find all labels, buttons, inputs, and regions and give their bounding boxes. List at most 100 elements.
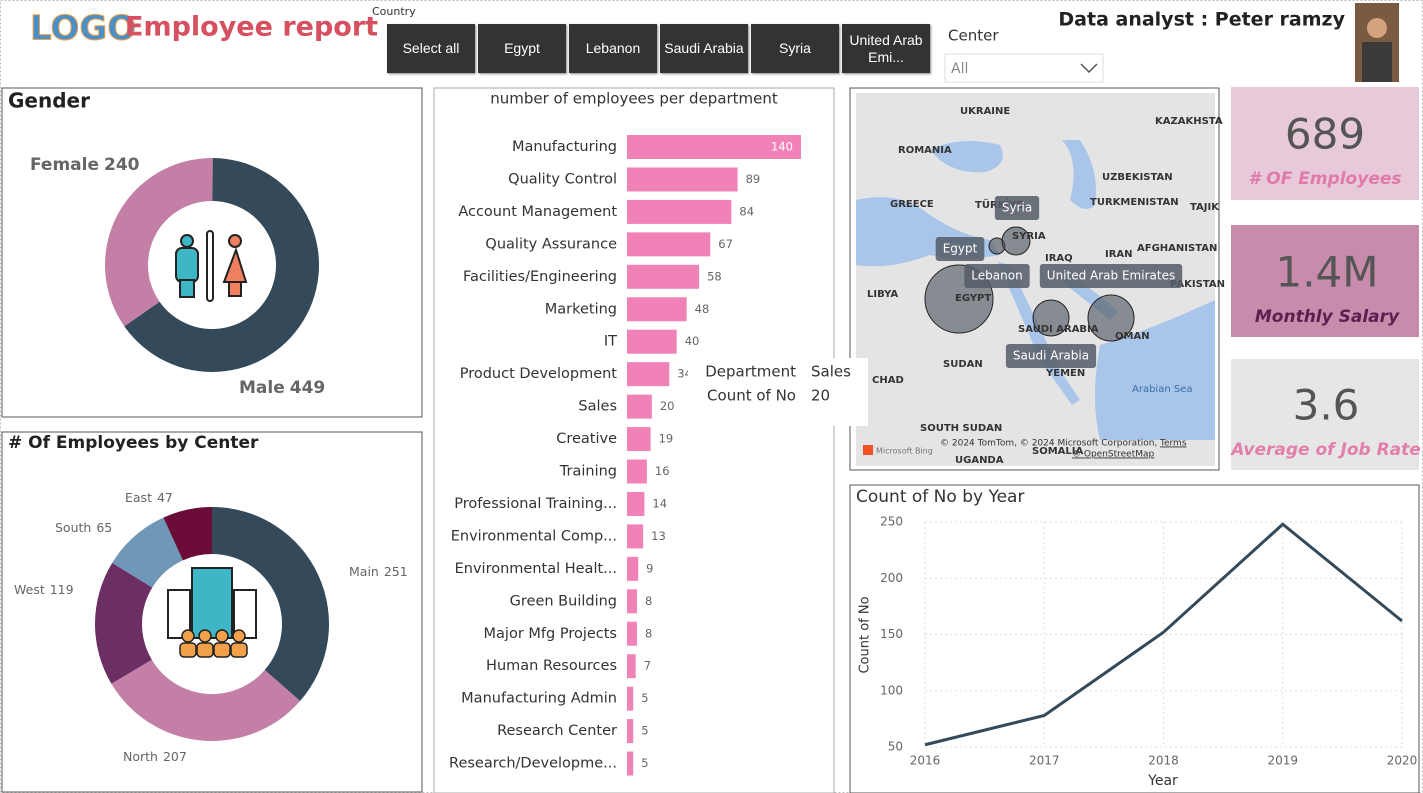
sea <box>1062 140 1096 209</box>
slice <box>95 562 153 684</box>
card-label: Monthly Salary <box>1255 307 1400 327</box>
slice-label: South 65 <box>55 520 112 535</box>
country-button[interactable]: Syria <box>751 24 839 73</box>
country-button[interactable]: Select all <box>387 24 475 73</box>
bing-logo <box>863 445 873 455</box>
slice <box>212 507 330 701</box>
slice-label: Male 449 <box>239 378 325 398</box>
value-label: 84 <box>739 204 754 218</box>
bubble-label: United Arab Emirates <box>1047 269 1175 283</box>
bubble-label-box <box>994 196 1040 220</box>
country-button[interactable]: Lebanon <box>569 24 657 73</box>
bar <box>627 654 636 679</box>
map-label: AFGHANISTAN <box>1137 243 1217 254</box>
category-label: Facilities/Engineering <box>463 269 617 285</box>
map-label: SOUTH SUDAN <box>920 423 1002 434</box>
bar <box>627 459 647 484</box>
bar <box>627 199 732 224</box>
map-terms: Terms <box>1159 439 1187 449</box>
slice-value: 251 <box>384 564 408 579</box>
bubble-label: Lebanon <box>971 269 1022 283</box>
bubble <box>1032 299 1070 337</box>
card-value: 689 <box>1285 110 1365 159</box>
y-tick-label: 50 <box>888 740 903 754</box>
bar <box>627 264 700 289</box>
category-label: Creative <box>556 431 617 447</box>
tooltip-box <box>688 358 868 426</box>
card <box>1231 359 1419 470</box>
country-button[interactable]: United Arab Emi... <box>842 24 930 73</box>
slice-value: 119 <box>50 582 74 597</box>
y-tick-label: 250 <box>880 515 903 529</box>
bar <box>627 135 801 159</box>
slice-category: East <box>125 490 152 505</box>
bar <box>627 297 687 322</box>
map-label: OMAN <box>1115 331 1150 342</box>
line-panel <box>849 484 1420 793</box>
icon <box>213 642 231 658</box>
panel-title: # Of Employees by Center <box>8 433 259 453</box>
bubble <box>1087 294 1135 342</box>
value-label: 5 <box>641 724 648 738</box>
icon <box>191 567 233 639</box>
panel-title: Gender <box>8 89 90 113</box>
bubble-label: Saudi Arabia <box>1013 349 1089 363</box>
center-label: Center <box>948 27 999 45</box>
center-dropdown[interactable] <box>944 53 1104 83</box>
slice-label: East 47 <box>125 490 173 505</box>
bar <box>627 167 738 192</box>
bar <box>627 329 677 354</box>
panel-title: number of employees per department <box>490 90 778 108</box>
category-label: Quality Control <box>508 171 617 187</box>
slice-value: 240 <box>104 155 140 175</box>
icon <box>179 642 197 658</box>
country-button[interactable]: Saudi Arabia <box>660 24 748 73</box>
icon <box>180 234 194 248</box>
bubble <box>1001 226 1031 256</box>
x-tick-label: 2016 <box>910 754 941 768</box>
category-label: Manufacturing <box>512 139 617 155</box>
value-label: 58 <box>707 269 722 283</box>
photo-face <box>1367 18 1387 38</box>
map: UKRAINE KAZAKHSTA ROMANIA UZBEKISTAN GREECE T… <box>856 93 1225 466</box>
analyst: Data analyst : Peter ramzy <box>1058 9 1345 31</box>
bar <box>627 362 670 387</box>
value-label: 5 <box>641 691 648 705</box>
icon <box>198 629 212 643</box>
y-tick-label: 100 <box>880 683 903 697</box>
map-label: ROMANIA <box>898 145 952 156</box>
value-label: 140 <box>771 140 793 154</box>
value-label: 40 <box>685 334 700 348</box>
icon <box>167 589 191 639</box>
slice-value: 449 <box>290 378 326 398</box>
map-label: IRAN <box>1105 249 1133 260</box>
report-title: Employee report <box>125 12 378 43</box>
bar <box>627 491 645 516</box>
country-button[interactable]: Egypt <box>478 24 566 73</box>
x-tick-label: 2018 <box>1148 754 1179 768</box>
tooltip-value: Sales <box>811 363 851 381</box>
slice-value: 207 <box>163 749 187 764</box>
bar <box>627 686 634 711</box>
map-label: SOMALIA <box>1032 446 1083 457</box>
value-label: 67 <box>718 237 733 251</box>
value-label: 14 <box>652 496 667 510</box>
map-attribution: © 2024 TomTom, © 2024 Microsoft Corporat… <box>940 439 1157 449</box>
icon <box>179 279 195 298</box>
bar <box>627 589 637 614</box>
tooltip: Department Sales Count of No 20 <box>688 358 868 426</box>
slice <box>111 659 301 742</box>
logo: LOGO <box>30 9 136 49</box>
category-label: IT <box>604 334 617 350</box>
slice <box>163 507 212 561</box>
map-label: SAUDI ARABIA <box>1018 324 1099 335</box>
map-label: GREECE <box>890 199 934 210</box>
value-label: 19 <box>659 432 674 446</box>
card-value: 1.4M <box>1275 248 1378 297</box>
slice-category: Male <box>239 378 285 398</box>
category-label: Manufacturing Admin <box>461 691 617 707</box>
map-label: EGYPT <box>955 293 991 304</box>
center-value: All <box>951 61 968 77</box>
